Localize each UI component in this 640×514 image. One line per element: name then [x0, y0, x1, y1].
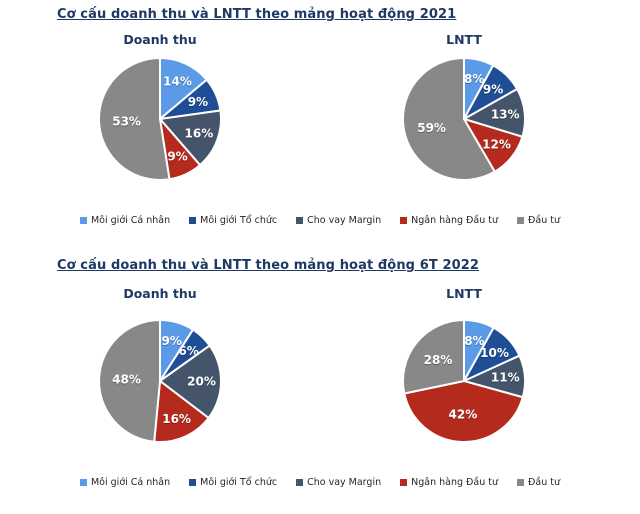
chart-subtitle: Doanh thu: [123, 32, 197, 47]
legend-item: Đầu tư: [517, 215, 560, 226]
legend-marker-icon: [517, 479, 525, 486]
pie-slice-label: 12%: [482, 138, 511, 152]
legend-item: Môi giới Cá nhân: [79, 477, 171, 488]
legend-label: Ngân hàng Đầu tư: [411, 215, 499, 226]
pie-slice-label: 16%: [185, 127, 214, 141]
legend-label: Ngân hàng Đầu tư: [411, 477, 499, 488]
pie-slice: [159, 109, 222, 167]
pie-slice: [97, 57, 171, 181]
pie-chart-svg: 8%9% 13% 12% 59%: [402, 57, 526, 181]
legend-label: Cho vay Margin: [307, 215, 382, 226]
legend-marker-icon: [79, 217, 87, 224]
pie-slice: [401, 319, 465, 395]
pie-slice-label: 14%: [163, 74, 192, 88]
chart-subtitle: LNTT: [446, 32, 482, 47]
pie-figure-lntt: LNTT 8% 9% 13% 12% 59%: [364, 32, 564, 186]
pie-slice-label: 53%: [112, 115, 141, 129]
legend-item: Ngân hàng Đầu tư: [400, 215, 498, 226]
pie-slice: [402, 57, 496, 181]
chart-section-6t2022: Cơ cấu doanh thu và LNTT theo mảng hoạt …: [0, 250, 640, 514]
legend-item: Cho vay Margin: [296, 215, 381, 226]
pie-slice-label: 9%: [483, 82, 503, 96]
pie-slice-label: 13%: [491, 108, 520, 122]
pie-slice: [159, 57, 208, 120]
legend: Môi giới Cá nhân Môi giới Tổ chức Cho va…: [0, 477, 640, 488]
legend: Môi giới Cá nhân Môi giới Tổ chức Cho va…: [0, 215, 640, 226]
pie-slice-label: 8%: [464, 334, 484, 348]
legend-label: Cho vay Margin: [307, 477, 382, 488]
pie-figure-lntt: LNTT 8% 10% 11% 42% 28%: [364, 286, 564, 448]
pie-chart-svg: 9%6% 20% 16% 48%: [98, 319, 222, 443]
pie-slice-label: 59%: [417, 121, 446, 135]
legend-label: Đầu tư: [528, 215, 560, 226]
chart-subtitle: LNTT: [446, 286, 482, 301]
legend-marker-icon: [517, 217, 525, 224]
legend-item: Môi giới Cá nhân: [79, 215, 171, 226]
legend-item: Đầu tư: [517, 477, 560, 488]
legend-marker-icon: [400, 217, 408, 224]
legend-label: Môi giới Tổ chức: [200, 477, 278, 488]
pie-chart-svg: 14% 9% 16% 9% 53%: [97, 57, 222, 181]
legend-item: Môi giới Tổ chức: [189, 215, 277, 226]
chart-section-2021: Cơ cấu doanh thu và LNTT theo mảng hoạt …: [0, 0, 640, 250]
legend-marker-icon: [189, 217, 197, 224]
pie-figure-doanh-thu: Doanh thu 14% 9% 16% 9% 53%: [60, 32, 260, 186]
legend-marker-icon: [296, 217, 304, 224]
pie-slice-label: 20%: [187, 375, 216, 389]
pie-slice: [98, 319, 161, 443]
pie-slice-label: 9%: [188, 95, 208, 109]
pie-slice-label: 28%: [424, 353, 453, 367]
chart-subtitle: Doanh thu: [123, 286, 197, 301]
pie-slice-label: 11%: [491, 371, 520, 385]
pie-slice: [403, 380, 524, 443]
legend-marker-icon: [79, 479, 87, 486]
legend-marker-icon: [296, 479, 304, 486]
pie-slice-label: 10%: [480, 346, 509, 360]
pie-slice-label: 9%: [167, 150, 187, 164]
pie-chart-svg: 8%10% 11% 42% 28%: [401, 319, 526, 443]
legend-label: Môi giới Cá nhân: [90, 215, 171, 226]
legend-item: Môi giới Tổ chức: [189, 477, 277, 488]
pie-slice-label: 9%: [162, 334, 182, 348]
pie-figure-doanh-thu: Doanh thu 9% 6% 20% 16% 48%: [60, 286, 260, 448]
section-title: Cơ cấu doanh thu và LNTT theo mảng hoạt …: [57, 258, 480, 273]
legend-label: Môi giới Tổ chức: [200, 215, 278, 226]
legend-item: Ngân hàng Đầu tư: [400, 477, 498, 488]
legend-item: Cho vay Margin: [296, 477, 381, 488]
section-title: Cơ cấu doanh thu và LNTT theo mảng hoạt …: [57, 7, 457, 22]
pie-slice: [153, 380, 210, 443]
pie-slice: [159, 344, 222, 419]
legend-label: Đầu tư: [528, 477, 560, 488]
legend-marker-icon: [189, 479, 197, 486]
pie-slice-label: 6%: [178, 344, 198, 358]
legend-marker-icon: [400, 479, 408, 486]
pie-slice-label: 42%: [449, 408, 478, 422]
pie-slice-label: 8%: [464, 72, 484, 86]
pie-slice-label: 48%: [112, 372, 141, 386]
legend-label: Môi giới Cá nhân: [90, 477, 171, 488]
pie-slice-label: 16%: [162, 412, 191, 426]
